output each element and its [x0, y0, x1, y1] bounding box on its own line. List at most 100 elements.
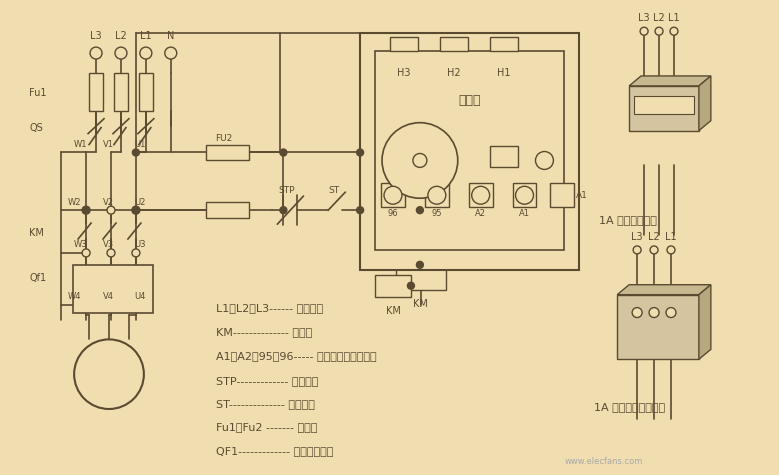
Bar	[360, 33, 580, 270]
Bar	[490, 145, 517, 167]
Circle shape	[428, 186, 446, 204]
Text: V1: V1	[103, 140, 114, 149]
Text: ST: ST	[328, 186, 340, 195]
Bar	[634, 96, 694, 114]
Text: N: N	[167, 31, 174, 41]
Circle shape	[132, 249, 140, 257]
Circle shape	[107, 249, 115, 257]
Text: 保护器: 保护器	[459, 95, 481, 107]
Circle shape	[280, 207, 287, 214]
Circle shape	[165, 47, 177, 59]
Text: U4: U4	[134, 292, 146, 301]
Bar	[490, 37, 517, 51]
Text: 3 ~: 3 ~	[100, 383, 118, 393]
Bar	[89, 73, 103, 111]
Circle shape	[649, 308, 659, 317]
Text: H1: H1	[497, 68, 510, 78]
Circle shape	[667, 246, 675, 254]
Circle shape	[115, 47, 127, 59]
Text: QF1------------- 电动机保护器: QF1------------- 电动机保护器	[216, 446, 333, 456]
Circle shape	[640, 27, 648, 35]
Bar	[375, 275, 411, 297]
Text: 1A 以上一次穿心: 1A 以上一次穿心	[599, 215, 657, 225]
Circle shape	[413, 153, 427, 167]
Bar	[513, 183, 537, 207]
Text: www.elecfans.com: www.elecfans.com	[564, 457, 643, 466]
Circle shape	[417, 261, 423, 268]
Polygon shape	[699, 76, 711, 131]
Text: W1: W1	[74, 140, 87, 149]
Bar	[73, 265, 153, 313]
Polygon shape	[699, 285, 711, 359]
Text: H3: H3	[397, 68, 411, 78]
Circle shape	[357, 207, 364, 214]
Circle shape	[417, 207, 423, 214]
Text: FU2: FU2	[216, 134, 233, 143]
Circle shape	[666, 308, 676, 317]
Text: KM: KM	[414, 299, 428, 309]
Text: KM: KM	[30, 228, 44, 238]
Circle shape	[382, 123, 458, 198]
Circle shape	[280, 149, 287, 156]
Text: Qf1: Qf1	[30, 273, 47, 283]
Text: U3: U3	[134, 240, 146, 249]
Circle shape	[655, 27, 663, 35]
Text: L2: L2	[115, 31, 127, 41]
Circle shape	[670, 27, 678, 35]
Text: 95: 95	[432, 209, 442, 218]
Bar	[425, 183, 449, 207]
Circle shape	[633, 246, 641, 254]
Circle shape	[82, 249, 90, 257]
Circle shape	[357, 149, 364, 156]
Text: V4: V4	[103, 292, 114, 301]
Text: 1A 以下各相三次穿心: 1A 以下各相三次穿心	[594, 402, 665, 412]
Text: STP: STP	[278, 186, 295, 195]
Text: KM: KM	[360, 223, 375, 233]
Text: L1、L2、L3------ 三相电源: L1、L2、L3------ 三相电源	[216, 303, 323, 313]
Bar	[206, 202, 249, 218]
Text: L1: L1	[140, 31, 152, 41]
Text: M: M	[101, 362, 117, 377]
Text: A1: A1	[519, 209, 530, 218]
Text: A1、A2、95、96----- 保护器接线端子号码: A1、A2、95、96----- 保护器接线端子号码	[216, 352, 376, 361]
Text: L2: L2	[648, 232, 660, 242]
Circle shape	[90, 47, 102, 59]
Bar	[551, 183, 574, 207]
Circle shape	[132, 149, 139, 156]
Circle shape	[140, 47, 152, 59]
Circle shape	[650, 246, 658, 254]
Bar	[629, 86, 699, 131]
Circle shape	[132, 207, 139, 214]
Text: KM-------------- 接触器: KM-------------- 接触器	[216, 327, 312, 337]
Text: W4: W4	[68, 292, 82, 301]
Text: H2: H2	[447, 68, 460, 78]
Bar	[440, 37, 467, 51]
Text: W2: W2	[68, 198, 82, 207]
Text: L1: L1	[668, 13, 680, 23]
Circle shape	[384, 186, 402, 204]
Text: 96: 96	[388, 209, 398, 218]
Bar	[617, 294, 699, 359]
Text: A1: A1	[576, 191, 588, 200]
Text: W3: W3	[74, 240, 88, 249]
Circle shape	[82, 206, 90, 214]
Text: STP------------- 停止按钒: STP------------- 停止按钒	[216, 376, 318, 386]
Text: ST-------------- 启动按钒: ST-------------- 启动按钒	[216, 399, 315, 409]
Text: QS: QS	[30, 123, 43, 133]
Text: Fu1、Fu2 ------- 燕断器: Fu1、Fu2 ------- 燕断器	[216, 422, 317, 432]
Text: L3: L3	[90, 31, 102, 41]
Circle shape	[74, 340, 144, 409]
Text: U2: U2	[134, 198, 146, 207]
Text: U1: U1	[134, 140, 146, 149]
Polygon shape	[617, 285, 711, 294]
Circle shape	[107, 206, 115, 214]
Bar	[206, 144, 249, 161]
Circle shape	[516, 186, 534, 204]
Text: V3: V3	[103, 240, 115, 249]
Text: V2: V2	[103, 198, 114, 207]
Text: Fu1: Fu1	[30, 88, 47, 98]
Text: L2: L2	[653, 13, 665, 23]
Polygon shape	[629, 76, 711, 86]
Bar	[469, 183, 492, 207]
Circle shape	[132, 206, 140, 214]
